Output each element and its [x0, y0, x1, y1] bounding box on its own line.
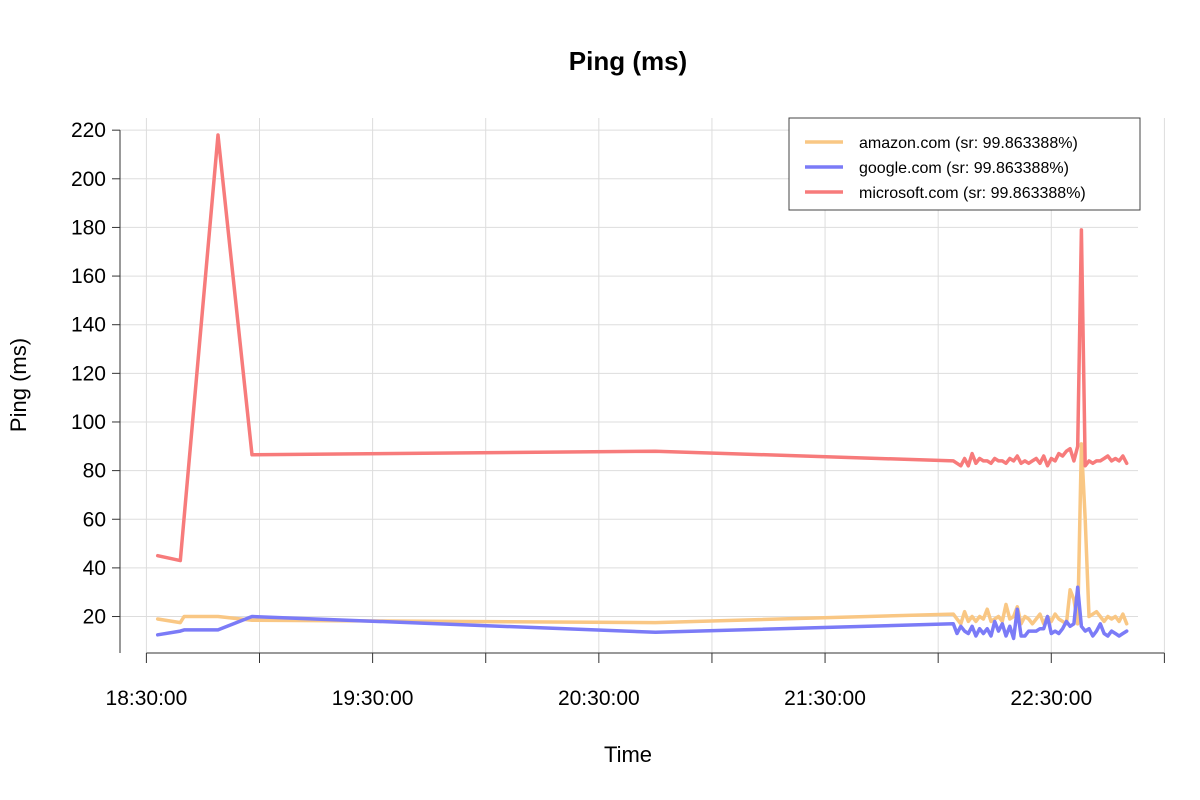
axes: 20 40 60 80 100 120 140 160 180 200 220 18:30:00 19:… [71, 119, 1165, 710]
y-tick-label: 100 [71, 411, 106, 434]
legend: amazon.com (sr: 99.863388%) google.com (s… [788, 117, 1141, 211]
x-tick-label: 21:30:00 [784, 687, 866, 710]
y-tick-label: 180 [71, 216, 106, 239]
plot-series [155, 133, 1129, 641]
x-tick-label: 22:30:00 [1010, 687, 1092, 710]
y-tick-label: 80 [83, 460, 106, 483]
legend-box [788, 117, 1141, 211]
y-tick-label: 220 [71, 119, 106, 142]
series-line-2 [155, 133, 1129, 563]
x-axis-label: Time [604, 742, 652, 767]
y-tick-label: 160 [71, 265, 106, 288]
x-tick-label: 19:30:00 [332, 687, 414, 710]
chart-title: Ping (ms) [569, 46, 687, 76]
legend-entry: amazon.com (sr: 99.863388%) [859, 135, 1078, 152]
series-line-0 [155, 442, 1129, 626]
x-tick-label: 18:30:00 [106, 687, 188, 710]
legend-entry: microsoft.com (sr: 99.863388%) [859, 185, 1086, 202]
grid [120, 118, 1165, 653]
y-tick-label: 140 [71, 314, 106, 337]
legend-entry: google.com (sr: 99.863388%) [859, 160, 1069, 177]
y-axis-label: Ping (ms) [6, 338, 31, 432]
y-tick-label: 200 [71, 168, 106, 191]
x-tick-label: 20:30:00 [558, 687, 640, 710]
series-line-1 [155, 585, 1129, 641]
y-tick-label: 20 [83, 606, 106, 629]
y-tick-label: 60 [83, 508, 106, 531]
y-tick-label: 40 [83, 557, 106, 580]
y-tick-label: 120 [71, 362, 106, 385]
